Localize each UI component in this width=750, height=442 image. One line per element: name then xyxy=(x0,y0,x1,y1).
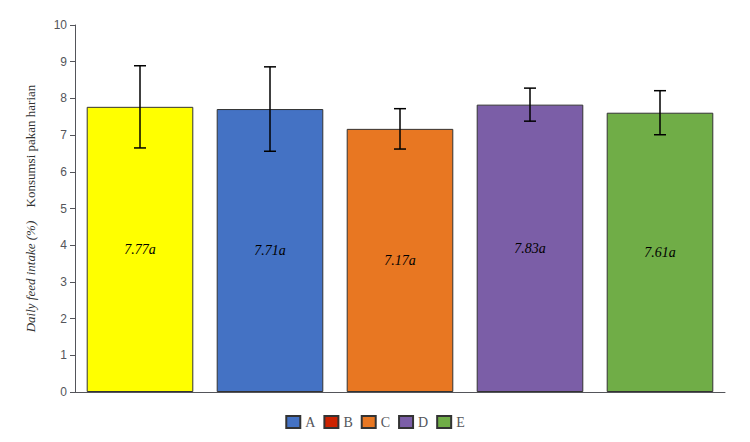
svg-text:C: C xyxy=(381,415,390,430)
svg-text:7.71a: 7.71a xyxy=(254,243,286,258)
svg-text:D: D xyxy=(418,415,428,430)
svg-text:E: E xyxy=(456,415,465,430)
svg-text:4: 4 xyxy=(60,238,67,252)
svg-text:9: 9 xyxy=(60,55,67,69)
svg-text:7.83a: 7.83a xyxy=(514,241,546,256)
svg-text:1: 1 xyxy=(60,348,67,362)
svg-text:B: B xyxy=(343,415,352,430)
svg-text:0: 0 xyxy=(60,385,67,399)
svg-text:Daily feed intake (%): Daily feed intake (%) xyxy=(23,221,38,334)
svg-text:A: A xyxy=(305,415,316,430)
svg-text:2: 2 xyxy=(60,312,67,326)
svg-text:7.77a: 7.77a xyxy=(124,242,156,257)
svg-text:10: 10 xyxy=(54,18,68,32)
svg-text:8: 8 xyxy=(60,91,67,105)
svg-text:Konsumsi pakan harian: Konsumsi pakan harian xyxy=(23,84,38,207)
svg-text:7: 7 xyxy=(60,128,67,142)
svg-text:3: 3 xyxy=(60,275,67,289)
svg-text:6: 6 xyxy=(60,165,67,179)
svg-text:7.17a: 7.17a xyxy=(384,253,416,268)
svg-text:5: 5 xyxy=(60,202,67,216)
svg-text:7.61a: 7.61a xyxy=(644,245,676,260)
